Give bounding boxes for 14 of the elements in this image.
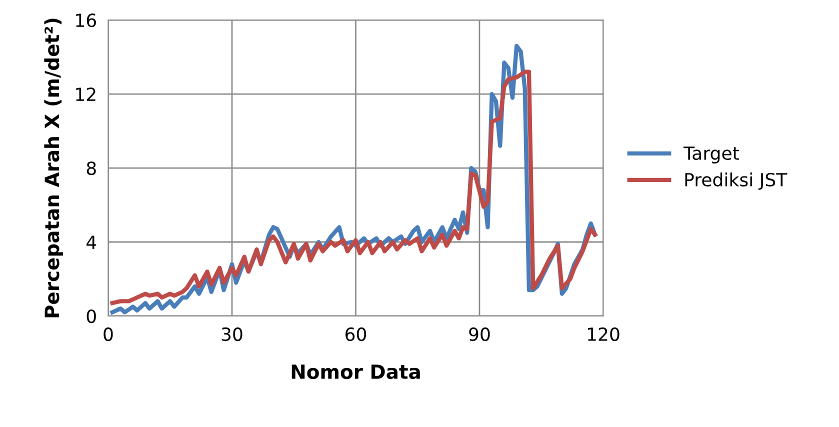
y-tick-label: 12	[76, 88, 96, 101]
y-tick-label: 8	[86, 161, 96, 176]
x-tick-label: 120	[588, 327, 620, 342]
y-axis-title: Percepatan Arah X (m/det²)	[44, 18, 64, 318]
legend-label: Prediksi JST	[685, 172, 788, 190]
x-axis-title: Nomor Data	[292, 364, 420, 380]
x-tick-label: 90	[469, 327, 490, 342]
legend-label: Target	[684, 146, 739, 164]
x-tick-label: 60	[346, 327, 366, 342]
y-tick-label: 0	[86, 309, 96, 324]
x-tick-label: 0	[104, 327, 113, 342]
y-tick-label: 16	[76, 14, 96, 28]
y-tick-label: 4	[86, 236, 96, 249]
x-tick-label: 30	[222, 327, 242, 342]
